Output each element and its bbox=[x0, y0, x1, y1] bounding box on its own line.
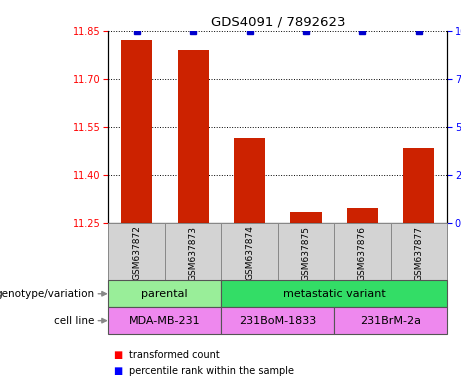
Text: GSM637874: GSM637874 bbox=[245, 226, 254, 280]
Bar bbox=[347, 208, 378, 223]
Text: GSM637877: GSM637877 bbox=[414, 226, 424, 281]
Bar bbox=[334, 223, 390, 280]
Text: ■: ■ bbox=[113, 350, 122, 360]
Text: GSM637872: GSM637872 bbox=[132, 226, 141, 280]
Text: parental: parental bbox=[142, 289, 188, 299]
Bar bbox=[221, 280, 447, 307]
Text: GSM637875: GSM637875 bbox=[301, 226, 311, 281]
Text: MDA-MB-231: MDA-MB-231 bbox=[129, 316, 201, 326]
Bar bbox=[108, 223, 165, 280]
Bar bbox=[290, 212, 321, 223]
Bar bbox=[121, 40, 152, 223]
Bar bbox=[390, 223, 447, 280]
Text: GSM637876: GSM637876 bbox=[358, 226, 367, 281]
Text: ■: ■ bbox=[113, 366, 122, 376]
Title: GDS4091 / 7892623: GDS4091 / 7892623 bbox=[211, 15, 345, 28]
Text: GSM637873: GSM637873 bbox=[189, 226, 198, 281]
Text: metastatic variant: metastatic variant bbox=[283, 289, 385, 299]
Text: transformed count: transformed count bbox=[129, 350, 220, 360]
Bar bbox=[403, 147, 434, 223]
Text: percentile rank within the sample: percentile rank within the sample bbox=[129, 366, 294, 376]
Bar bbox=[108, 280, 221, 307]
Bar bbox=[177, 50, 208, 223]
Bar bbox=[108, 307, 221, 334]
Bar bbox=[334, 307, 447, 334]
Text: 231BrM-2a: 231BrM-2a bbox=[360, 316, 421, 326]
Text: cell line: cell line bbox=[54, 316, 95, 326]
Bar bbox=[165, 223, 221, 280]
Bar bbox=[278, 223, 334, 280]
Bar bbox=[221, 307, 334, 334]
Bar bbox=[221, 223, 278, 280]
Text: 231BoM-1833: 231BoM-1833 bbox=[239, 316, 316, 326]
Bar bbox=[234, 138, 265, 223]
Text: genotype/variation: genotype/variation bbox=[0, 289, 95, 299]
